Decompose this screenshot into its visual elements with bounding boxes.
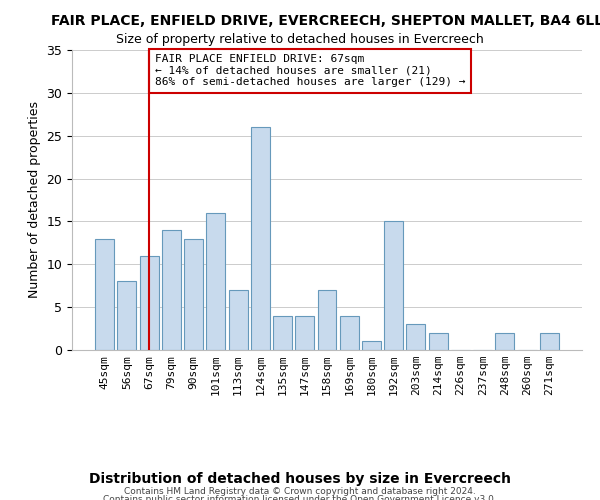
Bar <box>273 316 292 350</box>
Title: FAIR PLACE, ENFIELD DRIVE, EVERCREECH, SHEPTON MALLET, BA4 6LL: FAIR PLACE, ENFIELD DRIVE, EVERCREECH, S… <box>51 14 600 28</box>
Bar <box>384 222 403 350</box>
Bar <box>229 290 248 350</box>
Text: Distribution of detached houses by size in Evercreech: Distribution of detached houses by size … <box>89 472 511 486</box>
Text: Contains HM Land Registry data © Crown copyright and database right 2024.: Contains HM Land Registry data © Crown c… <box>124 488 476 496</box>
Y-axis label: Number of detached properties: Number of detached properties <box>28 102 41 298</box>
Bar <box>95 238 114 350</box>
Bar <box>317 290 337 350</box>
Text: FAIR PLACE ENFIELD DRIVE: 67sqm
← 14% of detached houses are smaller (21)
86% of: FAIR PLACE ENFIELD DRIVE: 67sqm ← 14% of… <box>155 54 465 88</box>
Bar <box>406 324 425 350</box>
Text: Contains public sector information licensed under the Open Government Licence v3: Contains public sector information licen… <box>103 495 497 500</box>
Bar <box>251 127 270 350</box>
Bar <box>496 333 514 350</box>
Bar <box>162 230 181 350</box>
Bar <box>140 256 158 350</box>
Text: Size of property relative to detached houses in Evercreech: Size of property relative to detached ho… <box>116 32 484 46</box>
Bar <box>206 213 225 350</box>
Bar <box>429 333 448 350</box>
Bar <box>362 342 381 350</box>
Bar <box>340 316 359 350</box>
Bar <box>295 316 314 350</box>
Bar <box>184 238 203 350</box>
Bar <box>540 333 559 350</box>
Bar <box>118 282 136 350</box>
